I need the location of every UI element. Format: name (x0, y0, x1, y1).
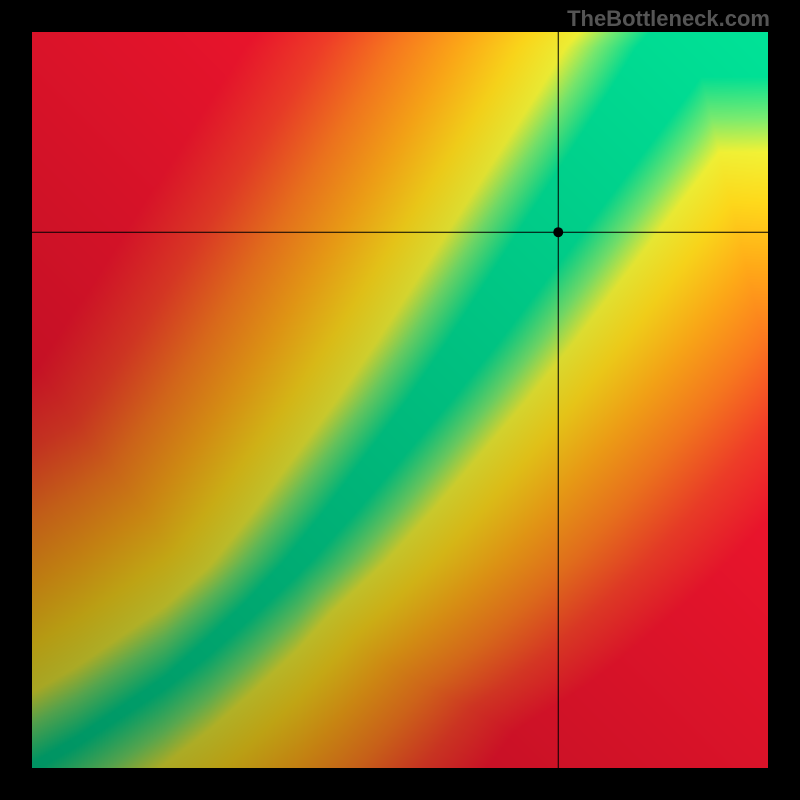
chart-container: TheBottleneck.com (0, 0, 800, 800)
watermark-text: TheBottleneck.com (567, 6, 770, 32)
heatmap-canvas (32, 32, 768, 768)
